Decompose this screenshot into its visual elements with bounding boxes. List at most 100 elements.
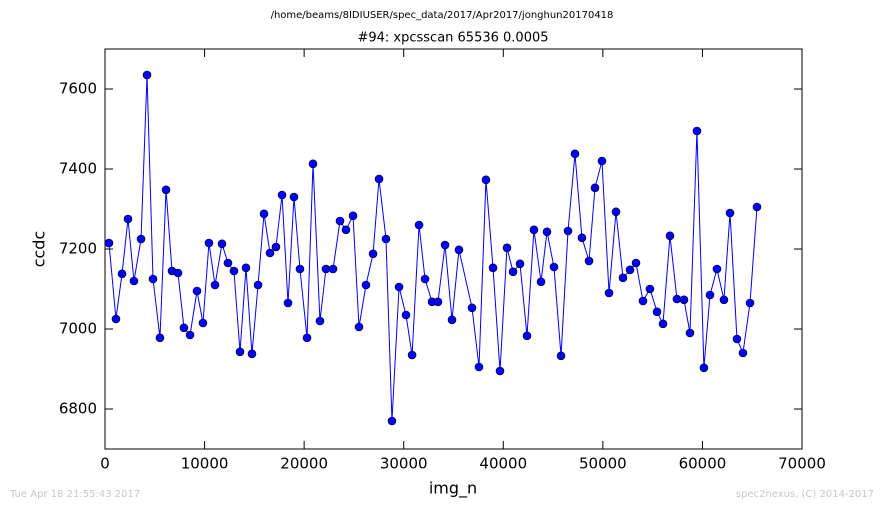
data-point xyxy=(699,363,709,373)
data-point xyxy=(570,149,580,159)
data-point xyxy=(440,240,450,250)
x-tick-label: 70000 xyxy=(778,455,826,473)
data-point xyxy=(253,280,263,290)
data-point xyxy=(123,214,133,224)
chart-title: #94: xpcsscan 65536 0.0005 xyxy=(357,31,548,46)
data-point xyxy=(515,259,525,269)
data-point xyxy=(198,318,208,328)
data-point xyxy=(223,258,233,268)
data-point xyxy=(161,185,171,195)
x-tick-label: 30000 xyxy=(380,455,428,473)
data-point xyxy=(241,263,251,273)
data-point xyxy=(447,315,457,325)
data-point xyxy=(454,245,464,255)
data-point xyxy=(563,226,573,236)
data-point xyxy=(308,159,318,169)
data-point xyxy=(265,248,275,258)
data-point xyxy=(401,310,411,320)
x-tick-label: 40000 xyxy=(479,455,527,473)
data-point xyxy=(104,238,114,248)
data-point xyxy=(738,348,748,358)
data-point xyxy=(584,256,594,266)
data-point xyxy=(368,249,378,259)
data-point xyxy=(597,156,607,166)
data-point xyxy=(381,234,391,244)
data-point xyxy=(335,216,345,226)
x-tick-label: 50000 xyxy=(579,455,627,473)
data-point xyxy=(658,319,668,329)
data-point xyxy=(271,242,281,252)
data-point xyxy=(117,269,127,279)
data-point xyxy=(173,268,183,278)
x-tick-label: 10000 xyxy=(181,455,229,473)
data-point xyxy=(488,263,498,273)
data-point xyxy=(295,264,305,274)
data-point xyxy=(645,284,655,294)
data-point xyxy=(679,295,689,305)
data-point xyxy=(210,280,220,290)
data-point xyxy=(556,351,566,361)
data-point xyxy=(745,298,755,308)
data-point xyxy=(259,209,269,219)
data-point xyxy=(185,330,195,340)
series-line xyxy=(108,74,758,422)
data-point xyxy=(604,288,614,298)
data-point xyxy=(204,238,214,248)
data-point xyxy=(590,183,600,193)
data-point xyxy=(414,220,424,230)
data-point xyxy=(277,190,287,200)
data-point xyxy=(192,286,202,296)
data-point xyxy=(732,334,742,344)
data-point xyxy=(129,276,139,286)
y-tick-label: 7400 xyxy=(59,160,97,178)
data-point xyxy=(387,416,397,426)
data-point xyxy=(495,366,505,376)
y-axis-label: ccdc xyxy=(30,231,49,268)
footer-date: Tue Apr 18 21:55:43 2017 xyxy=(9,489,140,500)
data-point xyxy=(752,202,762,212)
data-point xyxy=(712,264,722,274)
data-point xyxy=(685,328,695,338)
data-point xyxy=(354,322,364,332)
y-tick-label: 6800 xyxy=(59,400,97,418)
y-tick-label: 7600 xyxy=(59,80,97,98)
data-point xyxy=(652,307,662,317)
data-point xyxy=(665,231,675,241)
data-point xyxy=(549,262,559,272)
data-point xyxy=(111,314,121,324)
data-point xyxy=(148,274,158,284)
data-point xyxy=(179,323,189,333)
data-point xyxy=(341,225,351,235)
data-point xyxy=(467,303,477,313)
data-point xyxy=(508,267,518,277)
data-point xyxy=(247,349,257,359)
data-point xyxy=(407,350,417,360)
data-point xyxy=(433,297,443,307)
data-point xyxy=(522,331,532,341)
x-tick-label: 0 xyxy=(100,455,110,473)
data-point xyxy=(289,192,299,202)
y-tick-label: 7200 xyxy=(59,240,97,258)
data-point xyxy=(611,207,621,217)
data-point xyxy=(217,239,227,249)
data-point xyxy=(229,266,239,276)
data-point xyxy=(374,174,384,184)
data-point xyxy=(705,290,715,300)
data-point xyxy=(719,295,729,305)
data-point xyxy=(420,274,430,284)
y-tick-label: 7000 xyxy=(59,320,97,338)
data-point xyxy=(348,211,358,221)
data-point xyxy=(672,294,682,304)
data-point xyxy=(625,265,635,275)
data-point xyxy=(725,208,735,218)
data-point xyxy=(394,282,404,292)
data-point xyxy=(529,225,539,235)
data-point xyxy=(235,347,245,357)
data-point xyxy=(631,258,641,268)
data-point xyxy=(542,227,552,237)
data-point xyxy=(618,273,628,283)
x-tick-label: 20000 xyxy=(280,455,328,473)
data-point xyxy=(136,234,146,244)
data-point xyxy=(361,280,371,290)
